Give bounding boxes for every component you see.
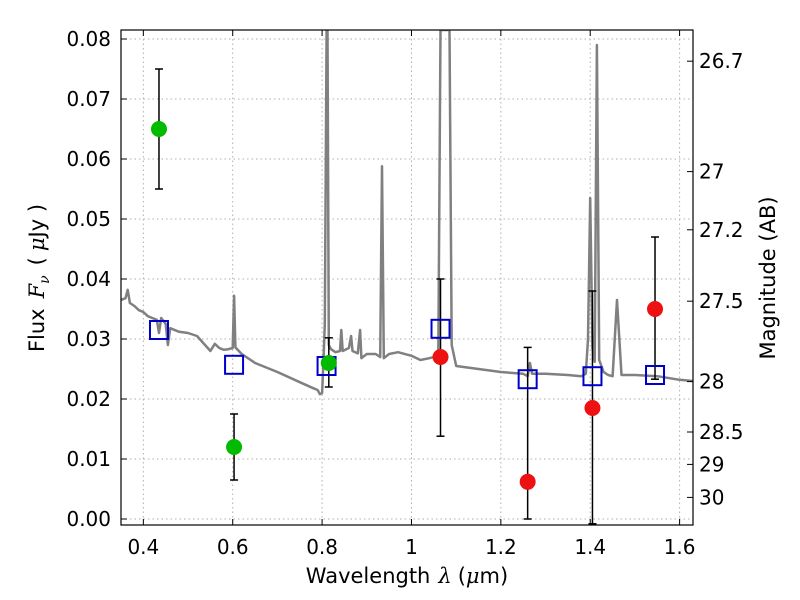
x-tick-label: 0.4 [127, 535, 159, 559]
red-data-point [432, 349, 449, 365]
green-data-point [150, 121, 167, 137]
red-data-point [519, 473, 536, 490]
y2-tick-label: 27.2 [699, 218, 744, 242]
model-flux-square [148, 320, 169, 340]
y-tick-label: 0.07 [66, 87, 111, 111]
red-data-point [647, 301, 664, 317]
y-tick-label: 0.06 [66, 147, 111, 171]
y-tick-label: 0.05 [66, 207, 111, 231]
x-tick-label: 1 [405, 535, 418, 559]
data-markers [148, 121, 666, 490]
y-tick-label: 0.03 [66, 327, 111, 351]
x-tick-label: 0.6 [217, 535, 249, 559]
y2-tick-label: 30 [699, 485, 724, 509]
y2-tick-label: 28 [699, 370, 724, 394]
y2-tick-label: 29 [699, 452, 724, 476]
y-tick-label: 0.01 [66, 447, 111, 471]
y-tick-label: 0.00 [66, 507, 111, 531]
model-flux-square [517, 369, 538, 390]
axis-ticks: 0.4 0.6 0.8 1 1.2 1.4 1.6 0.00 0.01 0.02 0.03 0.04 0… [66, 27, 743, 559]
green-data-point [320, 355, 337, 371]
y2-tick-label: 27.5 [699, 289, 744, 313]
red-data-point [584, 400, 601, 416]
model-spectrum-line [121, 30, 693, 396]
plot-frame [120, 29, 694, 526]
x-axis-title: Wavelength λ (μm) [306, 564, 508, 588]
y-tick-label: 0.08 [66, 27, 111, 51]
model-flux-square [430, 318, 451, 339]
y2-axis-title: Magnitude (AB) [756, 196, 780, 359]
model-flux-square [582, 366, 603, 387]
model-flux-square [224, 354, 245, 375]
y2-tick-label: 27 [699, 160, 724, 184]
x-tick-label: 1.2 [485, 535, 517, 559]
y-tick-label: 0.04 [66, 267, 111, 291]
model-flux-square [645, 365, 666, 385]
y2-tick-label: 26.7 [699, 49, 744, 73]
grid [121, 30, 693, 525]
x-tick-label: 1.6 [664, 535, 696, 559]
x-tick-label: 1.4 [574, 535, 606, 559]
plot-data [121, 30, 693, 396]
x-tick-label: 0.8 [306, 535, 338, 559]
y-axis-title: FluxFν(μJy ) [25, 204, 53, 352]
error-bars [154, 68, 660, 525]
y-tick-label: 0.02 [66, 387, 111, 411]
green-data-point [226, 439, 243, 455]
y2-tick-label: 28.5 [699, 420, 744, 444]
